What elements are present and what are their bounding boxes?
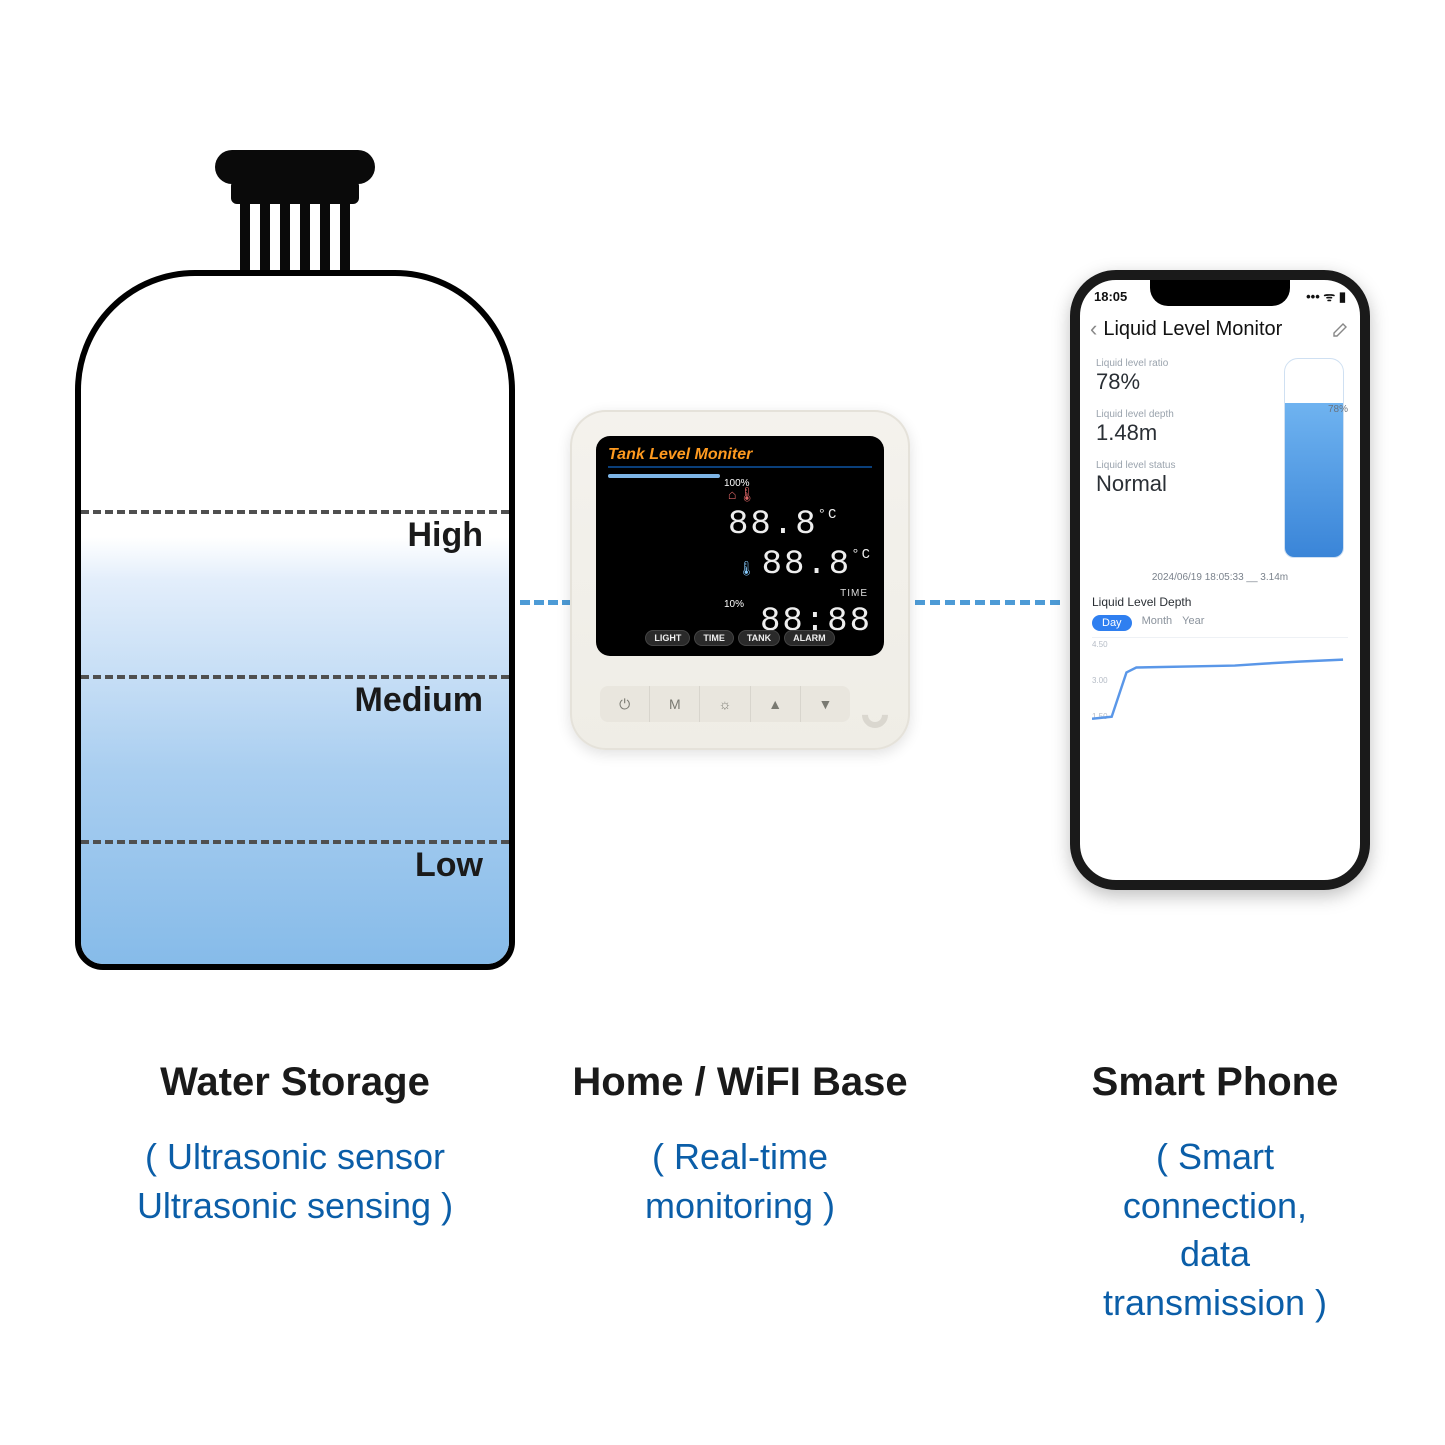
caption-sub: ( Ultrasonic sensorUltrasonic sensing ) xyxy=(60,1133,530,1230)
keypad-button[interactable]: ⏻ xyxy=(600,686,650,722)
metric-depth: Liquid level depth 1.48m xyxy=(1096,409,1274,446)
smartphone-frame: 18:05 ••• ᯤ ▮ ‹ Liquid Level Monitor Liq… xyxy=(1070,270,1370,890)
caption-water-storage: Water Storage ( Ultrasonic sensorUltraso… xyxy=(60,1060,530,1230)
keypad-button[interactable]: ▼ xyxy=(801,686,850,722)
lcd-title-text: Tank Level Moniter xyxy=(608,446,752,464)
tank-level-label: Medium xyxy=(355,681,483,720)
chart-tab[interactable]: Day xyxy=(1092,615,1132,631)
base-lcd-screen: Tank Level Moniter 100% 10% ⌂🌡88.8°C xyxy=(596,436,884,656)
caption-sub: ( Real-timemonitoring ) xyxy=(555,1133,925,1230)
chart-title: Liquid Level Depth xyxy=(1092,595,1348,609)
tank-level-label: High xyxy=(407,516,483,555)
chart-tab[interactable]: Year xyxy=(1182,615,1204,631)
lcd-pct-bottom: 10% xyxy=(724,599,744,610)
lcd-tank-icon xyxy=(608,474,720,478)
caption-title: Home / WiFI Base xyxy=(555,1060,925,1105)
phone-notch xyxy=(1150,280,1290,306)
app-title: Liquid Level Monitor xyxy=(1103,318,1282,341)
tank-outline: High Medium Low xyxy=(75,270,515,970)
status-icons: ••• ᯤ ▮ xyxy=(1306,287,1346,305)
chart-range-tabs[interactable]: Day Month Year xyxy=(1092,615,1348,631)
keypad-button[interactable]: ☼ xyxy=(700,686,750,722)
tank-level-line xyxy=(81,510,509,514)
tank-level-label: Low xyxy=(415,846,483,885)
lcd-soft-button: TANK xyxy=(738,630,780,646)
caption-sub: ( Smartconnection,datatransmission ) xyxy=(1035,1133,1395,1327)
level-tube-gauge xyxy=(1284,358,1344,558)
depth-chart-card: Liquid Level Depth Day Month Year 4.50 3.0… xyxy=(1092,595,1348,727)
infographic-stage: High Medium Low Tank Level Moniter 100% 10… xyxy=(0,0,1445,1445)
chart-tab[interactable]: Month xyxy=(1142,615,1173,631)
speaker-grille-icon xyxy=(857,697,894,734)
lcd-title: Tank Level Moniter xyxy=(608,446,872,468)
lcd-time-label: TIME xyxy=(840,588,868,599)
lcd-soft-button: LIGHT xyxy=(645,630,690,646)
connector-base-to-phone xyxy=(915,600,1060,605)
caption-smartphone: Smart Phone ( Smartconnection,datatransm… xyxy=(1035,1060,1395,1327)
lcd-pct-top: 100% xyxy=(724,478,750,489)
tank-level-line xyxy=(81,675,509,679)
back-icon[interactable]: ‹ xyxy=(1090,316,1097,342)
smartphone-panel: 18:05 ••• ᯤ ▮ ‹ Liquid Level Monitor Liq… xyxy=(1060,150,1380,1010)
keypad-button[interactable]: M xyxy=(650,686,700,722)
depth-line-chart: 4.50 3.00 1.50 xyxy=(1092,637,1348,727)
lcd-temp-2: 🌡88.8°C xyxy=(738,548,872,582)
keypad-button[interactable]: ▲ xyxy=(751,686,801,722)
caption-title: Smart Phone xyxy=(1035,1060,1395,1105)
app-header: ‹ Liquid Level Monitor xyxy=(1080,312,1360,350)
wifi-base-panel: Tank Level Moniter 100% 10% ⌂🌡88.8°C xyxy=(560,150,920,1010)
tank-water-fill xyxy=(81,537,509,964)
lcd-soft-button: ALARM xyxy=(784,630,835,646)
caption-title: Water Storage xyxy=(60,1060,530,1105)
metric-ratio: Liquid level ratio 78% xyxy=(1096,358,1274,395)
water-storage-panel: High Medium Low xyxy=(70,150,520,1010)
lcd-soft-button: TIME xyxy=(694,630,734,646)
tube-pct-label: 78% xyxy=(1328,404,1348,415)
base-station-device: Tank Level Moniter 100% 10% ⌂🌡88.8°C xyxy=(570,410,910,750)
metric-status: Liquid level status Normal xyxy=(1096,460,1274,497)
caption-wifi-base: Home / WiFI Base ( Real-timemonitoring ) xyxy=(555,1060,925,1230)
lcd-button-row: LIGHTTIMETANKALARM xyxy=(596,630,884,646)
tank-level-line xyxy=(81,840,509,844)
base-keypad[interactable]: ⏻M☼▲▼ xyxy=(600,686,850,722)
edit-icon[interactable] xyxy=(1332,320,1350,338)
status-time: 18:05 xyxy=(1094,289,1127,304)
timestamp-row: 2024/06/19 18:05:33 __ 3.14m xyxy=(1080,568,1360,591)
